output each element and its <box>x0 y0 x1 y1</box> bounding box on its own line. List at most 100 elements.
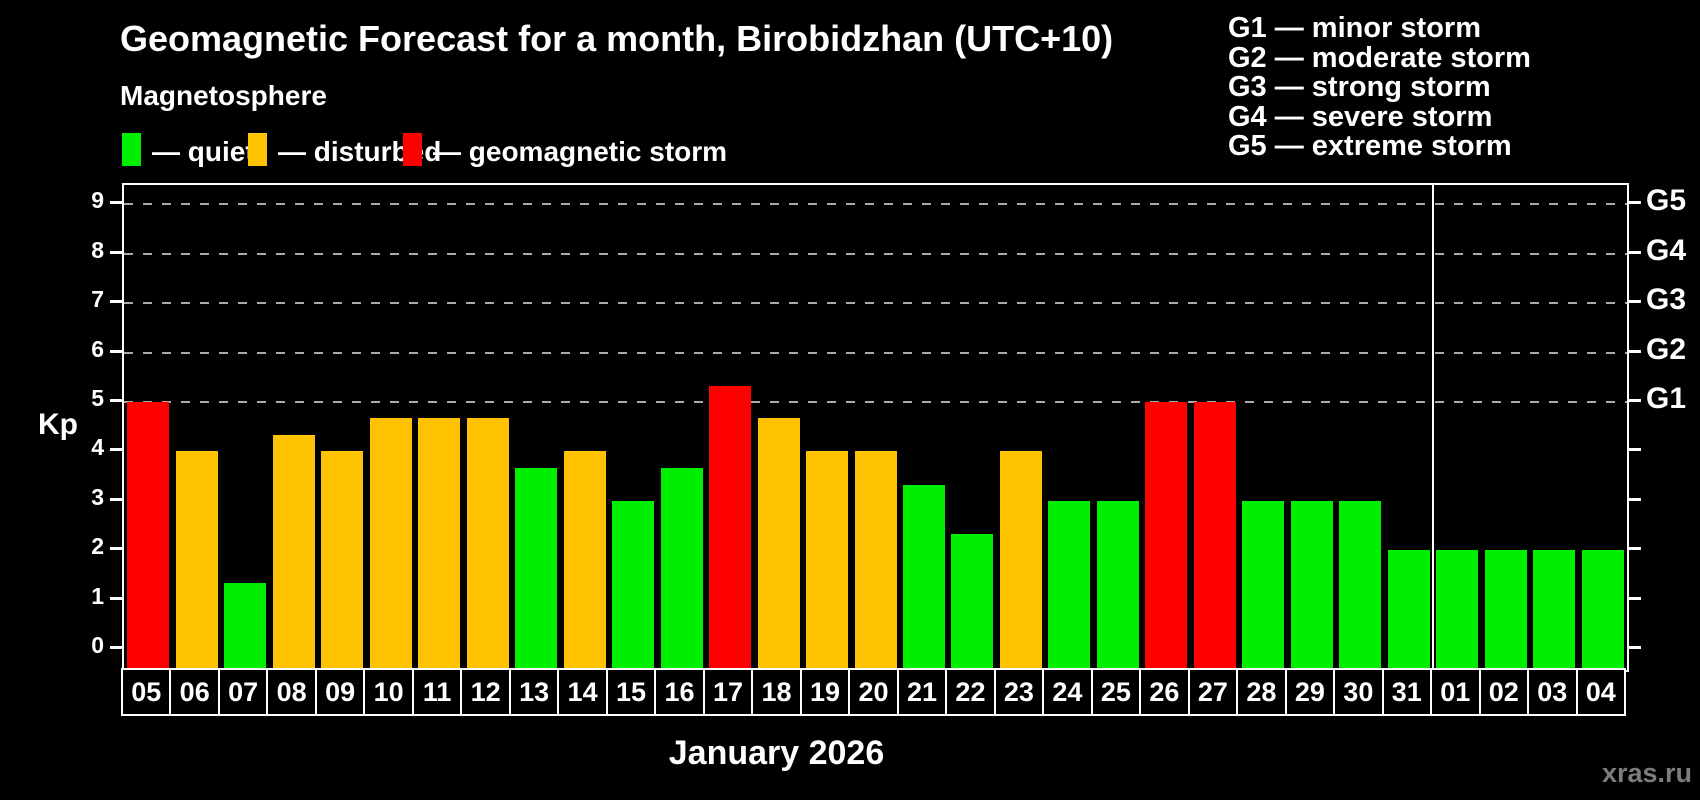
day-label-cell: 16 <box>654 668 705 716</box>
y-tick <box>110 250 123 254</box>
legend-label-storm: — geomagnetic storm <box>433 136 728 167</box>
y-tick-label: 8 <box>91 236 104 263</box>
day-label-cell: 22 <box>945 668 996 716</box>
right-axis-label-G5: G5 <box>1646 184 1687 218</box>
y-tick-label: 5 <box>91 385 104 411</box>
day-label-cell: 21 <box>896 668 948 716</box>
kp-bar-day-10 <box>369 418 412 670</box>
y-tick <box>110 448 123 452</box>
legend-swatch-storm <box>403 133 422 166</box>
y-tick-label: 1 <box>91 582 104 609</box>
kp-bar-day-27 <box>1193 402 1236 670</box>
right-tick <box>1628 399 1641 402</box>
right-tick <box>1628 547 1641 551</box>
kp-bar-day-30 <box>1339 500 1382 670</box>
g-legend-item: G5 — extreme storm <box>1228 130 1512 163</box>
y-tick-label: 7 <box>91 286 104 313</box>
y-tick <box>110 349 123 353</box>
gridline-kp8 <box>124 252 1627 255</box>
day-label-cell: 29 <box>1284 668 1336 716</box>
day-label-cell: 11 <box>411 668 463 716</box>
day-label-cell: 24 <box>1042 668 1093 716</box>
y-tick <box>110 201 123 205</box>
gridline-kp5 <box>124 401 1627 403</box>
right-tick <box>1628 448 1641 452</box>
day-label-cell: 01 <box>1430 668 1481 716</box>
day-label-cell: 18 <box>751 668 802 716</box>
day-label-cell: 30 <box>1333 668 1384 716</box>
day-label-cell: 13 <box>508 668 560 716</box>
gridline-kp9 <box>124 203 1627 206</box>
kp-bar-day-21 <box>902 484 945 670</box>
kp-bar-day-06 <box>175 451 218 670</box>
kp-bar-day-09 <box>321 451 364 670</box>
y-tick <box>110 547 123 551</box>
right-tick <box>1628 349 1641 353</box>
g-legend-item: G4 — severe storm <box>1228 100 1493 133</box>
day-label-cell: 28 <box>1236 668 1287 716</box>
kp-bar-day-20 <box>854 451 897 670</box>
y-tick <box>110 399 123 402</box>
kp-bar-day-25 <box>1096 500 1139 670</box>
day-label-cell: 07 <box>217 668 269 716</box>
legend-label-quiet: — quiet <box>152 136 255 167</box>
y-tick-label: 6 <box>91 335 104 362</box>
gridline-kp7 <box>124 302 1627 305</box>
watermark: xras.ru <box>1601 758 1692 788</box>
day-label-cell: 05 <box>121 668 172 716</box>
right-axis-label-G4: G4 <box>1646 233 1687 267</box>
plot-area <box>122 183 1629 672</box>
kp-bar-day-01 <box>1436 550 1479 670</box>
y-tick-label: 9 <box>91 187 104 214</box>
kp-bar-day-04 <box>1581 550 1624 670</box>
kp-bar-day-22 <box>951 533 994 670</box>
y-tick <box>110 596 123 600</box>
day-label-cell: 14 <box>557 668 608 716</box>
y-tick <box>110 300 123 304</box>
gridline-kp6 <box>124 351 1627 354</box>
day-label-cell: 03 <box>1527 668 1578 716</box>
chart-title: Geomagnetic Forecast for a month, Birobi… <box>120 18 1114 59</box>
g-legend-item: G1 — minor storm <box>1228 12 1481 44</box>
y-tick <box>110 497 123 501</box>
day-label-cell: 08 <box>266 668 317 716</box>
y-tick-label: 0 <box>91 632 104 658</box>
kp-bar-day-23 <box>999 451 1042 670</box>
month-separator-line <box>1432 185 1435 670</box>
day-label-cell: 27 <box>1187 668 1239 716</box>
chart-subtitle: Magnetosphere <box>120 80 327 111</box>
day-label-cell: 15 <box>605 668 657 716</box>
kp-bar-day-14 <box>563 451 606 670</box>
kp-bar-day-05 <box>127 402 170 670</box>
day-label-cell: 12 <box>460 668 511 716</box>
legend-swatch-quiet <box>122 133 141 166</box>
right-axis-label-G2: G2 <box>1646 332 1687 366</box>
right-tick <box>1628 201 1641 205</box>
right-axis-label-G3: G3 <box>1646 283 1687 317</box>
right-tick <box>1628 300 1641 304</box>
right-tick <box>1628 646 1641 649</box>
right-tick <box>1628 497 1641 501</box>
kp-bar-day-08 <box>272 435 315 670</box>
day-label-cell: 23 <box>993 668 1045 716</box>
kp-bar-day-15 <box>612 500 655 670</box>
kp-bar-day-24 <box>1048 500 1091 670</box>
kp-bar-day-16 <box>660 467 703 670</box>
g-legend-item: G2 — moderate storm <box>1228 41 1531 74</box>
day-label-cell: 04 <box>1575 668 1626 716</box>
kp-bar-day-13 <box>515 467 558 670</box>
g-legend-item: G3 — strong storm <box>1228 71 1491 104</box>
y-tick-label: 3 <box>91 483 104 510</box>
kp-bar-day-18 <box>757 418 800 670</box>
day-label-cell: 02 <box>1478 668 1530 716</box>
day-label-cell: 17 <box>702 668 754 716</box>
day-label-cell: 25 <box>1090 668 1142 716</box>
day-label-cell: 10 <box>363 668 414 716</box>
x-axis-title: January 2026 <box>668 734 885 772</box>
right-tick <box>1628 596 1641 600</box>
kp-bar-day-07 <box>224 583 267 670</box>
y-tick-label: 2 <box>91 533 104 560</box>
kp-bar-day-31 <box>1387 550 1430 670</box>
kp-bar-day-17 <box>709 385 752 670</box>
